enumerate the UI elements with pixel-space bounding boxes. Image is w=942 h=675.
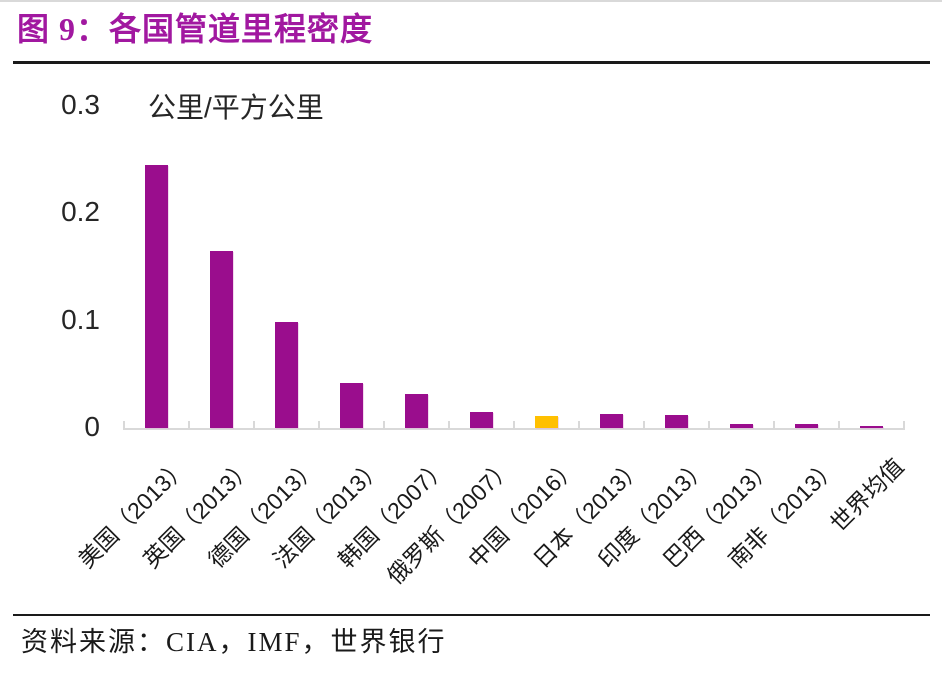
y-tick-label: 0 xyxy=(84,411,100,442)
title-divider xyxy=(13,61,930,64)
x-axis-tick xyxy=(188,421,190,430)
x-axis-tick xyxy=(773,421,775,430)
y-tick-label: 0.1 xyxy=(61,303,100,335)
x-axis-tick xyxy=(318,421,320,430)
x-axis-tick xyxy=(448,421,450,430)
x-axis-tick xyxy=(643,421,645,430)
bar-7 xyxy=(535,416,558,428)
x-axis-tick xyxy=(513,421,515,430)
bar-12 xyxy=(860,426,883,428)
bar-8 xyxy=(600,414,623,428)
y-tick-label: 0.3 xyxy=(61,88,100,120)
figure-title: 图 9：各国管道里程密度 xyxy=(17,11,374,47)
bar-11 xyxy=(795,424,818,428)
bar-4 xyxy=(340,383,363,428)
bar-6 xyxy=(470,412,493,428)
bar-9 xyxy=(665,415,688,428)
x-axis-tick xyxy=(708,421,710,430)
bottom-divider xyxy=(0,0,942,2)
x-axis-tick xyxy=(253,421,255,430)
y-axis-unit-label: 公里/平方公里 xyxy=(148,92,324,123)
x-axis-tick xyxy=(838,421,840,430)
bar-5 xyxy=(405,394,428,428)
y-tick-label: 0.2 xyxy=(61,196,100,227)
source-text: 资料来源：CIA，IMF，世界银行 xyxy=(21,627,447,657)
source-divider xyxy=(13,614,930,616)
bar-10 xyxy=(730,424,753,428)
x-axis-tick xyxy=(578,421,580,430)
x-axis-tick xyxy=(123,421,125,430)
bar-3 xyxy=(275,322,298,428)
bar-1 xyxy=(145,165,168,428)
bar-2 xyxy=(210,251,233,428)
x-axis-tick xyxy=(903,421,905,430)
x-axis-tick xyxy=(383,421,385,430)
